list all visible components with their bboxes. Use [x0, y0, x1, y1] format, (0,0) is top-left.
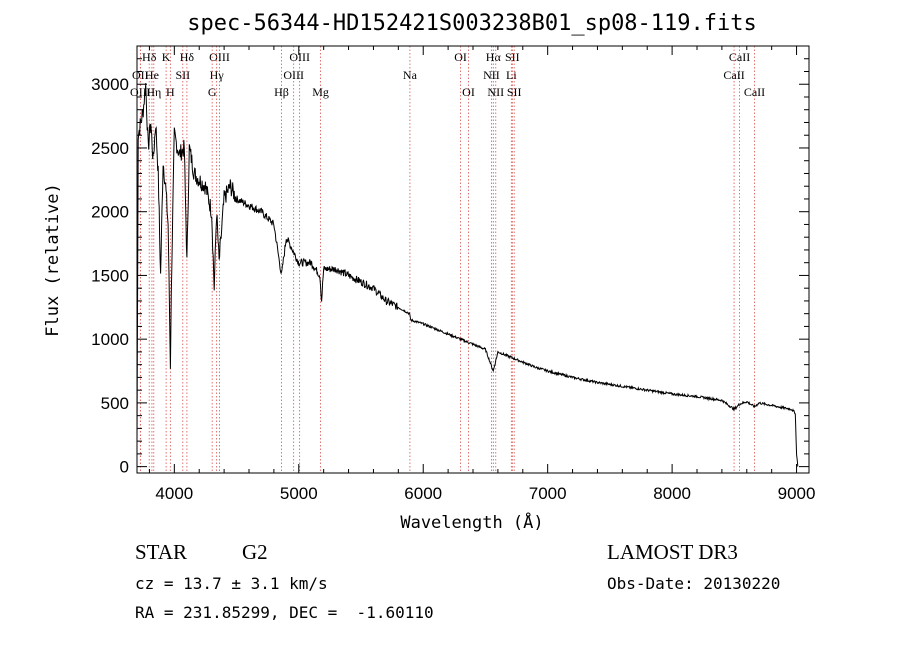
spectrum-chart: spec-56344-HD152421S003238B01_sp08-119.f…	[43, 11, 816, 533]
x-tick-label: 9000	[778, 484, 816, 503]
y-tick-label: 500	[101, 394, 129, 413]
x-tick-label: 7000	[529, 484, 567, 503]
spectral-line-label: SII	[175, 68, 190, 82]
y-tick-label: 1000	[91, 330, 129, 349]
spectral-line-label: Hδ	[180, 50, 195, 64]
x-tick-label: 4000	[155, 484, 193, 503]
spectral-line-label: SII	[507, 85, 522, 99]
y-axis: 0 500 1000 1500 2000 2500 3000	[91, 58, 809, 477]
object-subclass: G2	[242, 540, 268, 564]
redshift-cz: cz = 13.7 ± 3.1 km/s	[135, 574, 328, 593]
y-tick-label: 0	[120, 458, 129, 477]
chart-title: spec-56344-HD152421S003238B01_sp08-119.f…	[187, 11, 757, 36]
y-tick-label: 2000	[91, 203, 129, 222]
spectral-line-label: OIII	[289, 50, 310, 64]
spectral-line-label: Hγ	[210, 68, 225, 82]
x-tick-label: 6000	[404, 484, 442, 503]
spectral-line-label: Hδ	[142, 50, 157, 64]
x-axis: 4000 5000 6000 7000 8000 9000	[148, 46, 816, 503]
spectral-line-label: OIII	[209, 50, 230, 64]
spectral-line-label: CaII	[729, 50, 750, 64]
spectral-line-label: He	[145, 68, 159, 82]
spectral-line-label: H	[166, 85, 175, 99]
survey-name: LAMOST DR3	[607, 540, 738, 564]
y-tick-label: 2500	[91, 139, 129, 158]
spectral-line-label: SII	[505, 50, 520, 64]
spectral-line-label: NII	[487, 85, 504, 99]
x-tick-label: 5000	[280, 484, 318, 503]
ra-dec-coordinates: RA = 231.85299, DEC = -1.60110	[135, 603, 434, 622]
spectrum-series-line	[136, 83, 799, 467]
y-tick-label: 3000	[91, 75, 129, 94]
spectral-line-label: OIII	[283, 68, 304, 82]
x-tick-label: 8000	[653, 484, 691, 503]
spectral-line-label: Hα	[486, 50, 502, 64]
spectral-line-label: Na	[403, 68, 418, 82]
spectral-line-label: CaII	[723, 68, 744, 82]
spectral-line-label: Hβ	[274, 85, 289, 99]
spectral-line-label: Mg	[312, 85, 329, 99]
spectral-line-label: Li	[506, 68, 517, 82]
spectral-line-label: OI	[462, 85, 475, 99]
spectral-line-label: CaII	[744, 85, 765, 99]
plot-frame	[136, 45, 810, 474]
spectral-line-label: NII	[483, 68, 500, 82]
spectral-line-label: K	[162, 50, 171, 64]
spectral-line-label: G	[208, 85, 217, 99]
spectral-line-label: Hη	[146, 85, 161, 99]
y-tick-label: 1500	[91, 266, 129, 285]
y-axis-label: Flux (relative)	[43, 183, 63, 337]
x-axis-label: Wavelength (Å)	[400, 511, 543, 533]
object-class: STAR	[135, 540, 187, 564]
observation-date: Obs-Date: 20130220	[607, 574, 781, 593]
spectral-line-label: OI	[454, 50, 467, 64]
